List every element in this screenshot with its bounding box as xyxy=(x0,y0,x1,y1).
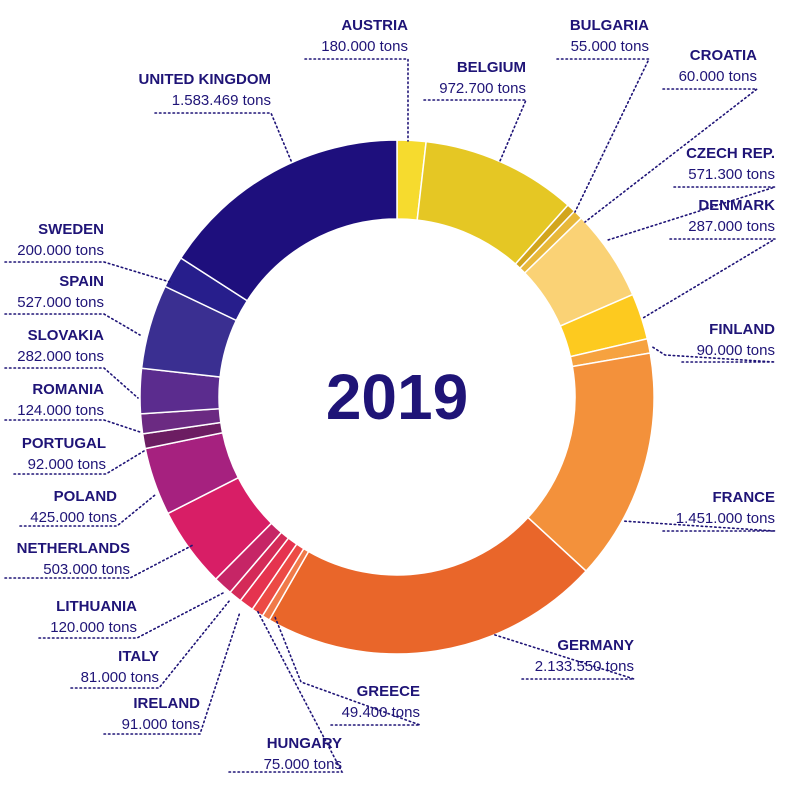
label-value-finland: 90.000 tons xyxy=(697,342,775,359)
label-value-netherlands: 503.000 tons xyxy=(43,561,130,578)
leader-czech-rep xyxy=(607,186,776,241)
leader-romania xyxy=(4,419,141,433)
label-name-denmark: DENMARK xyxy=(698,197,775,214)
label-name-greece: GREECE xyxy=(357,683,420,700)
label-name-united-kingdom: UNITED KINGDOM xyxy=(139,71,272,88)
slice-labels: AUSTRIA 180.000 tons BELGIUM 972.700 tons BU… xyxy=(17,17,776,773)
label-name-france: FRANCE xyxy=(713,489,776,506)
label-name-austria: AUSTRIA xyxy=(341,17,408,34)
leader-finland xyxy=(650,345,776,363)
label-name-czech-rep: CZECH REP. xyxy=(686,145,775,162)
label-name-netherlands: NETHERLANDS xyxy=(17,540,130,557)
leader-italy xyxy=(70,599,231,689)
label-value-czech-rep: 571.300 tons xyxy=(688,166,775,183)
leader-belgium xyxy=(423,99,528,162)
label-value-austria: 180.000 tons xyxy=(321,38,408,55)
leader-slovakia xyxy=(4,367,139,399)
label-value-spain: 527.000 tons xyxy=(17,294,104,311)
label-value-bulgaria: 55.000 tons xyxy=(571,38,649,55)
label-name-bulgaria: BULGARIA xyxy=(570,17,649,34)
center-year-label: 2019 xyxy=(326,361,468,433)
label-value-greece: 49.400 tons xyxy=(342,704,420,721)
leader-denmark xyxy=(642,238,778,319)
slice-united-kingdom xyxy=(179,139,398,302)
label-value-croatia: 60.000 tons xyxy=(679,68,757,85)
label-value-italy: 81.000 tons xyxy=(81,669,159,686)
label-name-germany: GERMANY xyxy=(557,637,634,654)
leader-lines xyxy=(4,58,778,773)
label-value-hungary: 75.000 tons xyxy=(264,756,342,773)
leader-ireland xyxy=(103,611,241,735)
label-value-belgium: 972.700 tons xyxy=(439,80,526,97)
label-value-united-kingdom: 1.583.469 tons xyxy=(172,92,271,109)
label-value-sweden: 200.000 tons xyxy=(17,242,104,259)
label-value-romania: 124.000 tons xyxy=(17,402,104,419)
slice-germany xyxy=(268,516,588,655)
label-name-sweden: SWEDEN xyxy=(38,221,104,238)
label-name-poland: POLAND xyxy=(54,488,118,505)
label-name-hungary: HUNGARY xyxy=(267,735,342,752)
label-name-finland: FINLAND xyxy=(709,321,775,338)
label-name-portugal: PORTUGAL xyxy=(22,435,106,452)
leader-lithuania xyxy=(38,592,224,639)
leader-croatia xyxy=(584,88,760,223)
label-name-italy: ITALY xyxy=(118,648,159,665)
label-name-spain: SPAIN xyxy=(59,273,104,290)
label-name-ireland: IRELAND xyxy=(133,695,200,712)
label-value-poland: 425.000 tons xyxy=(30,509,117,526)
leader-greece xyxy=(274,616,421,726)
label-value-ireland: 91.000 tons xyxy=(122,716,200,733)
label-name-croatia: CROATIA xyxy=(690,47,757,64)
label-name-slovakia: SLOVAKIA xyxy=(28,327,105,344)
label-value-france: 1.451.000 tons xyxy=(676,510,775,527)
leader-spain xyxy=(4,313,141,336)
leader-poland xyxy=(19,494,156,527)
leader-united-kingdom xyxy=(154,112,293,164)
label-value-slovakia: 282.000 tons xyxy=(17,348,104,365)
label-value-denmark: 287.000 tons xyxy=(688,218,775,235)
label-value-germany: 2.133.550 tons xyxy=(535,658,634,675)
leader-bulgaria xyxy=(556,58,651,213)
label-name-belgium: BELGIUM xyxy=(457,59,526,76)
leader-france xyxy=(621,520,776,532)
label-name-lithuania: LITHUANIA xyxy=(56,598,137,615)
leader-germany xyxy=(491,633,635,680)
leader-austria xyxy=(304,58,409,142)
leader-portugal xyxy=(13,450,145,475)
label-name-romania: ROMANIA xyxy=(32,381,104,398)
leader-hungary xyxy=(228,609,344,773)
label-value-lithuania: 120.000 tons xyxy=(50,619,137,636)
donut-slices xyxy=(139,139,655,655)
leader-sweden xyxy=(4,261,171,283)
label-value-portugal: 92.000 tons xyxy=(28,456,106,473)
leader-netherlands xyxy=(4,544,194,579)
